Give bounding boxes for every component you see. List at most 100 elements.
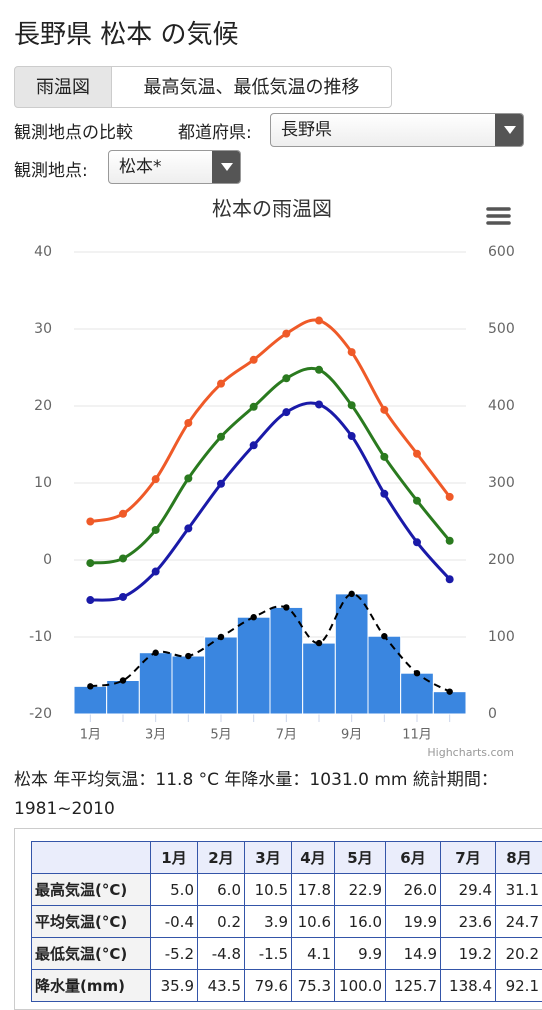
- table-cell: 4月: [292, 842, 335, 874]
- point: [86, 518, 94, 526]
- point: [413, 450, 421, 458]
- point: [282, 374, 290, 382]
- y2-tick-label: 0: [488, 706, 497, 722]
- table-cell: 29.4: [441, 874, 496, 906]
- table-cell: 16.0: [335, 906, 386, 938]
- x-tick-label: 1月: [80, 728, 101, 743]
- bar: [237, 617, 270, 714]
- bar: [433, 692, 466, 714]
- point: [184, 474, 192, 482]
- bar: [303, 643, 336, 714]
- label: 都道府県:: [178, 118, 252, 143]
- point: [217, 480, 225, 488]
- point: [250, 403, 258, 411]
- table-cell: 3月: [245, 842, 292, 874]
- table-cell: 5月: [335, 842, 386, 874]
- label: 観測地点の比較: [14, 118, 133, 143]
- bar: [107, 681, 140, 714]
- point: [282, 330, 290, 338]
- x-tick-label: 3月: [145, 728, 166, 743]
- table-cell: 125.7: [386, 970, 441, 1002]
- table-cell: 23.6: [441, 906, 496, 938]
- page-title: 長野県 松本 の気候: [14, 14, 239, 51]
- point: [185, 653, 191, 659]
- table-cell: 6.0: [198, 874, 245, 906]
- point: [152, 475, 160, 483]
- select-value: 長野県: [281, 120, 332, 140]
- point: [120, 677, 126, 683]
- menu-button[interactable]: [488, 209, 509, 223]
- point: [446, 688, 452, 694]
- y2-tick-label: 400: [488, 398, 515, 414]
- table-cell: 8月: [496, 842, 542, 874]
- bar: [74, 686, 107, 714]
- table-cell: 2月: [198, 842, 245, 874]
- point: [119, 510, 127, 518]
- point: [119, 593, 127, 601]
- table-cell: [32, 842, 151, 874]
- table-cell: 22.9: [335, 874, 386, 906]
- table-cell: 10.6: [292, 906, 335, 938]
- table-cell: 0.2: [198, 906, 245, 938]
- point: [348, 401, 356, 409]
- table-cell: 10.5: [245, 874, 292, 906]
- table-cell: 100.0: [335, 970, 386, 1002]
- point: [184, 419, 192, 427]
- series-line: [90, 403, 449, 600]
- table-cell: 20.2: [496, 938, 542, 970]
- point: [250, 441, 258, 449]
- point: [152, 526, 160, 534]
- y-tick-label: -10: [29, 629, 52, 645]
- point: [380, 453, 388, 461]
- tab-active[interactable]: 雨温図: [14, 66, 112, 108]
- tab[interactable]: 最高気温、最低気温の推移: [111, 66, 392, 108]
- credits[interactable]: Highcharts.com: [427, 746, 514, 759]
- table-cell: 43.5: [198, 970, 245, 1002]
- table-cell: 31.1: [496, 874, 542, 906]
- point: [119, 554, 127, 562]
- table-cell: 最高気温(°C): [32, 874, 151, 906]
- series-line: [90, 368, 449, 563]
- y-tick-label: 10: [34, 475, 52, 491]
- x-tick-label: 11月: [402, 728, 432, 743]
- y2-tick-label: 600: [488, 244, 515, 260]
- table-cell: 79.6: [245, 970, 292, 1002]
- point: [86, 596, 94, 604]
- y2-tick-label: 200: [488, 552, 515, 568]
- y2-tick-label: 300: [488, 475, 515, 491]
- table-cell: -4.8: [198, 938, 245, 970]
- point: [283, 604, 289, 610]
- pref-select[interactable]: 長野県: [270, 113, 524, 147]
- point: [348, 348, 356, 356]
- point: [218, 634, 224, 640]
- summary: 松本 年平均気温：11.8 °C 年降水量：1031.0 mm 統計期間：198…: [14, 766, 534, 824]
- chart-title: 松本の雨温図: [212, 197, 332, 221]
- point: [380, 490, 388, 498]
- point: [217, 380, 225, 388]
- bar: [335, 594, 368, 714]
- table-cell: 最低気温(°C): [32, 938, 151, 970]
- y-tick-label: -20: [29, 706, 52, 722]
- table-cell: 35.9: [151, 970, 198, 1002]
- point: [446, 575, 454, 583]
- bar: [205, 637, 238, 714]
- select-arrow: [212, 151, 240, 183]
- point: [152, 650, 158, 656]
- point: [152, 568, 160, 576]
- y-tick-label: 40: [34, 244, 52, 260]
- point: [86, 559, 94, 567]
- station-select[interactable]: 松本*: [108, 150, 241, 184]
- table-cell: 14.9: [386, 938, 441, 970]
- table-cell: 24.7: [496, 906, 542, 938]
- point: [348, 432, 356, 440]
- point: [413, 497, 421, 505]
- table-cell: -5.2: [151, 938, 198, 970]
- point: [315, 400, 323, 408]
- y-tick-label: 30: [34, 321, 52, 337]
